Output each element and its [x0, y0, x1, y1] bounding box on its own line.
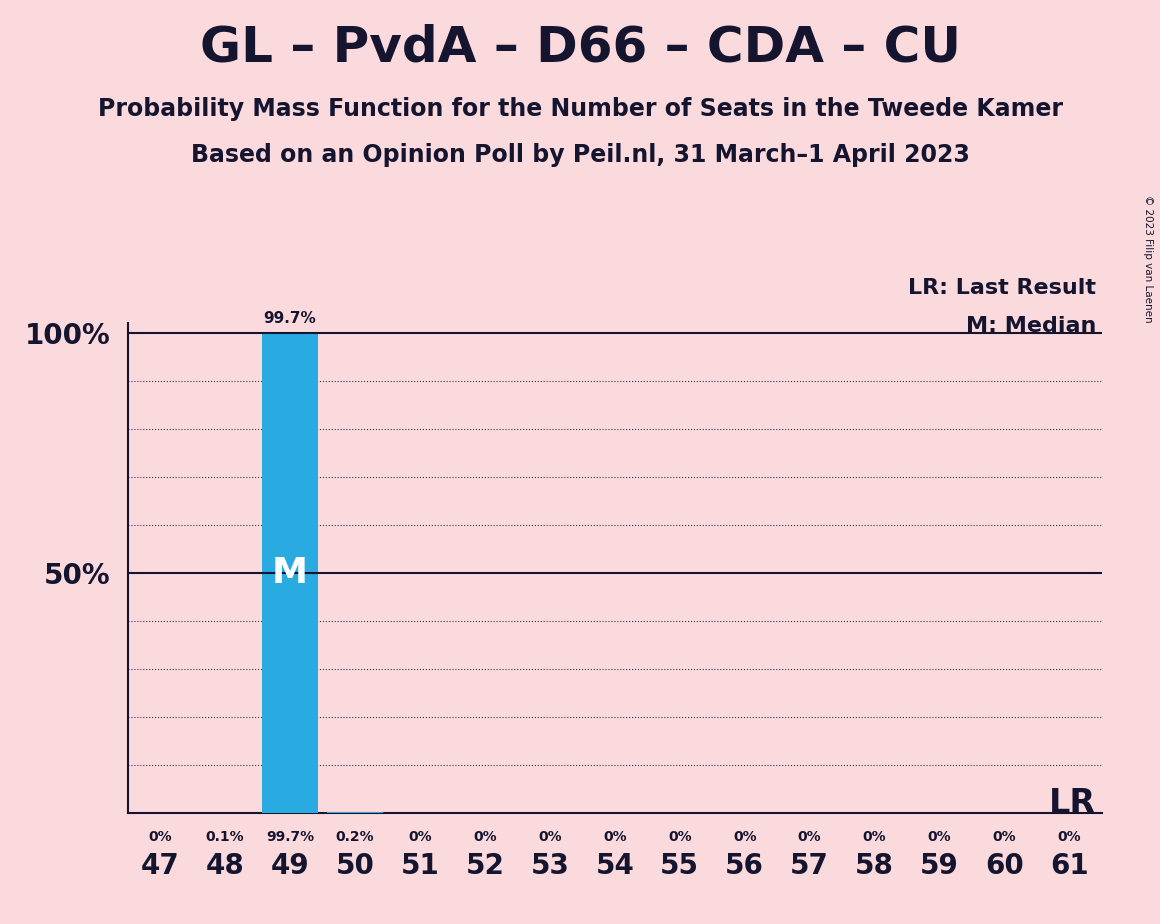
Text: LR: LR: [1049, 787, 1096, 821]
Bar: [327, 812, 383, 813]
Text: © 2023 Filip van Laenen: © 2023 Filip van Laenen: [1144, 195, 1153, 322]
Text: 0.1%: 0.1%: [205, 830, 245, 844]
Text: LR: Last Result: LR: Last Result: [908, 278, 1096, 298]
Text: 0%: 0%: [538, 830, 561, 844]
Text: Probability Mass Function for the Number of Seats in the Tweede Kamer: Probability Mass Function for the Number…: [97, 97, 1063, 121]
Text: 0%: 0%: [603, 830, 626, 844]
Text: 0%: 0%: [928, 830, 951, 844]
Text: Based on an Opinion Poll by Peil.nl, 31 March–1 April 2023: Based on an Opinion Poll by Peil.nl, 31 …: [190, 143, 970, 167]
Text: GL – PvdA – D66 – CDA – CU: GL – PvdA – D66 – CDA – CU: [200, 23, 960, 71]
Text: 0%: 0%: [863, 830, 886, 844]
Text: 99.7%: 99.7%: [266, 830, 314, 844]
Text: 0%: 0%: [148, 830, 172, 844]
Text: 0%: 0%: [733, 830, 756, 844]
Text: 0.2%: 0.2%: [335, 830, 375, 844]
Text: 0%: 0%: [993, 830, 1016, 844]
Text: 99.7%: 99.7%: [263, 310, 317, 326]
Text: 0%: 0%: [473, 830, 496, 844]
Text: 0%: 0%: [798, 830, 821, 844]
Bar: [262, 334, 318, 813]
Text: M: M: [271, 556, 309, 590]
Text: 0%: 0%: [668, 830, 691, 844]
Text: 0%: 0%: [1058, 830, 1081, 844]
Text: 0%: 0%: [408, 830, 432, 844]
Text: M: Median: M: Median: [966, 316, 1096, 336]
